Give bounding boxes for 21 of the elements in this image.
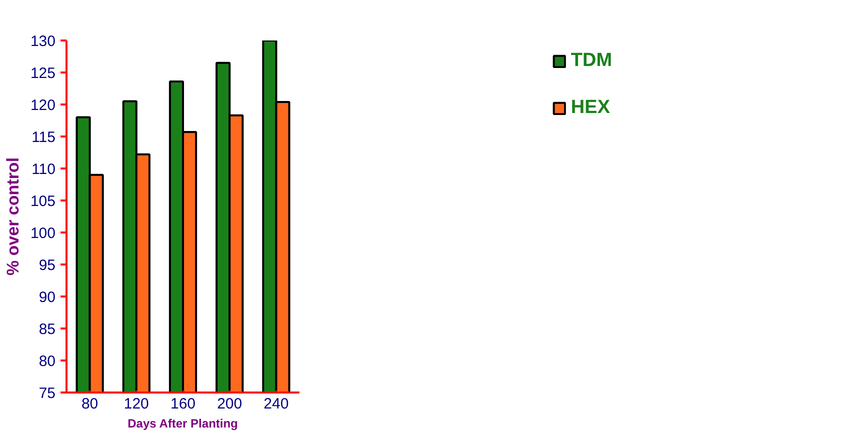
y-tick-label: 100 bbox=[30, 225, 56, 242]
x-tick-label: 200 bbox=[217, 396, 242, 412]
legend-label: HEX bbox=[570, 97, 610, 119]
x-axis-title: Days After Planting bbox=[128, 416, 238, 430]
y-axis-title: % over control bbox=[3, 157, 22, 276]
x-tick-label: 240 bbox=[264, 396, 289, 412]
x-tick-label: 120 bbox=[124, 396, 149, 412]
legend-label: TDM bbox=[570, 50, 612, 72]
x-tick-label: 80 bbox=[81, 396, 98, 412]
y-tick-label: 125 bbox=[30, 65, 56, 82]
y-tick-label: 110 bbox=[32, 161, 56, 178]
y-tick-label: 95 bbox=[38, 257, 56, 274]
y-tick-label: 115 bbox=[32, 129, 56, 146]
y-tick-label: 75 bbox=[38, 385, 56, 402]
y-tick-label: 90 bbox=[38, 289, 56, 306]
y-tick-label: 80 bbox=[38, 353, 56, 370]
y-tick-label: 130 bbox=[30, 33, 56, 50]
y-tick-label: 105 bbox=[30, 193, 56, 210]
y-tick-label: 85 bbox=[38, 321, 56, 338]
x-tick-label: 160 bbox=[170, 396, 196, 412]
y-tick-label: 120 bbox=[30, 97, 56, 114]
